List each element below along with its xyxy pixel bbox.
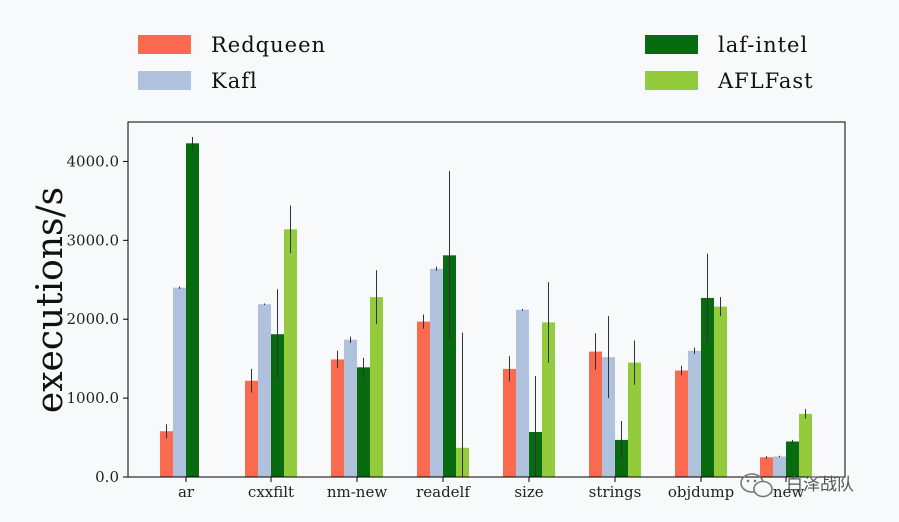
bar-2-2: [357, 367, 370, 477]
bar-2-7: [786, 441, 799, 477]
bar-1-5: [602, 357, 615, 477]
bar-3-4: [542, 322, 555, 477]
watermark: 白泽战队: [740, 473, 854, 498]
plot-area-frame: [127, 121, 846, 478]
bar-3-7: [799, 413, 812, 477]
bar-3-6: [714, 306, 727, 477]
bar-0-7: [760, 457, 773, 477]
y-axis: 0.0 1000.0 2000.0 3000.0 4000.0: [67, 152, 128, 486]
y-tick-label-4: 4000.0: [67, 152, 120, 170]
bar-3-5: [628, 362, 641, 477]
bar-2-1: [271, 334, 284, 477]
bar-1-6: [688, 350, 701, 477]
legend-swatch-1: [138, 71, 191, 90]
x-tick-label-3: readelf: [416, 483, 471, 501]
bar-2-0: [186, 143, 199, 478]
bar-0-3: [417, 321, 430, 477]
x-tick-label-0: ar: [178, 483, 195, 501]
x-tick-label-2: nm-new: [327, 483, 387, 501]
x-tick-label-6: objdump: [668, 483, 734, 501]
legend: Redqueen Kafl laf-intel AFLFast: [138, 33, 814, 93]
x-tick-label-7: -new: [768, 483, 805, 501]
bar-1-4: [516, 309, 529, 477]
bar-1-2: [344, 339, 357, 477]
bar-1-0: [173, 287, 186, 477]
legend-label-1: Kafl: [211, 69, 258, 93]
bar-0-2: [331, 359, 344, 477]
x-axis: ar cxxfilt nm-new readelf size strings objdump…: [178, 477, 804, 501]
legend-swatch-2: [645, 35, 698, 54]
wechat-icon: [740, 473, 773, 498]
x-tick-label-5: strings: [589, 483, 642, 501]
y-axis-label: executions/s: [30, 187, 71, 413]
bar-3-1: [284, 229, 297, 477]
bar-0-1: [245, 380, 258, 477]
bar-1-3: [430, 268, 443, 477]
x-tick-label-1: cxxfilt: [248, 483, 294, 501]
y-tick-label-2: 2000.0: [67, 310, 120, 328]
error-bars-group: [166, 136, 806, 477]
bar-3-2: [370, 297, 383, 477]
bars-group: [160, 143, 812, 478]
legend-label-3: AFLFast: [717, 69, 814, 93]
legend-swatch-3: [645, 71, 698, 90]
bar-2-6: [701, 297, 714, 477]
y-tick-label-1: 1000.0: [67, 389, 120, 407]
x-tick-label-4: size: [514, 483, 543, 501]
legend-label-2: laf-intel: [718, 33, 808, 57]
bar-0-6: [675, 370, 688, 477]
bar-2-3: [443, 255, 456, 477]
legend-label-0: Redqueen: [211, 33, 326, 57]
y-tick-label-0: 0.0: [95, 468, 119, 486]
bar-0-4: [503, 368, 516, 477]
legend-swatch-0: [138, 35, 191, 54]
bar-0-0: [160, 431, 173, 477]
bar-1-1: [258, 304, 271, 477]
bar-0-5: [589, 351, 602, 477]
bar-1-7: [773, 456, 786, 477]
watermark-text: 白泽战队: [786, 475, 854, 495]
y-tick-label-3: 3000.0: [67, 231, 120, 249]
